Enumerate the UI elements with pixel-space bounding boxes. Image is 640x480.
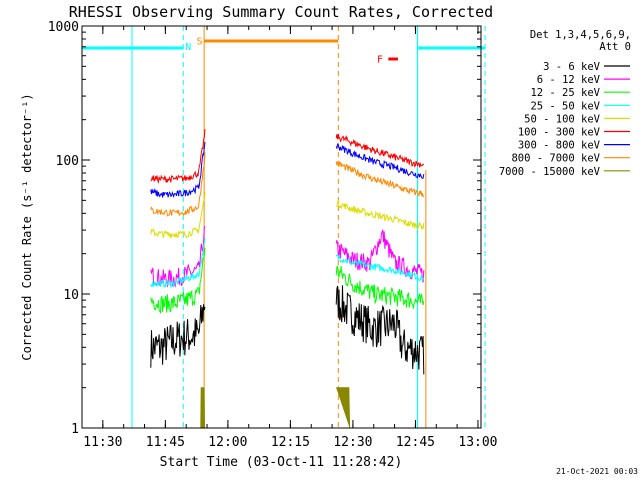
x-axis-label: Start Time (03-Oct-11 11:28:42) [160,455,403,470]
y-tick-label: 1 [71,422,79,437]
legend-header: Att 0 [599,41,631,53]
series-line [335,160,425,198]
series-line [150,248,206,315]
x-tick-label: 11:30 [83,435,122,450]
annotation-label: S [197,36,203,47]
y-tick-label: 10 [63,288,79,303]
y-tick-label: 1000 [48,20,79,35]
series-4 [150,192,425,239]
legend-label: 7000 - 15000 keV [499,166,601,178]
y-tick-label: 100 [56,154,79,169]
legend-label: 3 - 6 keV [543,61,601,73]
series-6 [150,141,425,198]
legend-label: 12 - 25 keV [530,87,600,99]
series-line [335,229,425,283]
series-0 [150,285,425,375]
series-line [335,133,425,168]
x-tick-label: 12:00 [208,435,247,450]
series-2 [150,248,425,315]
series-8 [200,387,351,429]
x-tick-label: 13:00 [458,435,497,450]
series-5 [150,129,425,184]
chart-title: RHESSI Observing Summary Count Rates, Co… [69,3,493,21]
x-tick-label: 12:45 [396,435,435,450]
footer-timestamp: 21-Oct-2021 00:03 [556,467,638,476]
series-line [150,192,206,239]
y-axis-label: Corrected Count Rate (s⁻¹ detector⁻¹) [20,93,34,360]
annotation-label: N [185,42,191,53]
x-axis: 11:30 11:45 12:00 12:15 12:30 12:45 13:00 [83,26,498,450]
legend-label: 6 - 12 keV [537,74,601,86]
legend-label: 800 - 7000 keV [511,153,600,165]
legend-label: 25 - 50 keV [530,100,600,112]
x-tick-label: 12:15 [271,435,310,450]
annotation-label: F [377,55,383,66]
y-axis: 1 10 100 1000 [48,20,481,437]
legend-label: 300 - 800 keV [518,140,601,152]
series-7 [150,152,425,217]
series-line [150,129,206,184]
series-line [200,387,205,429]
legend-header: Det 1,3,4,5,6,9, [530,29,631,41]
series-line [335,143,425,179]
series-line [336,200,425,230]
plot-frame [81,25,482,429]
series-line [336,387,351,429]
series-line [336,253,425,282]
legend-label: 50 - 100 keV [524,113,601,125]
series-3 [150,237,425,289]
series-line [150,237,206,289]
series-line [150,304,206,368]
series-line [150,152,206,217]
legend-label: 100 - 300 keV [518,127,601,139]
series-line [150,141,206,198]
x-tick-label: 12:30 [333,435,372,450]
x-tick-label: 11:45 [146,435,185,450]
plot-area: N S F [82,26,486,429]
series-line [335,285,425,375]
series-line [335,265,425,309]
